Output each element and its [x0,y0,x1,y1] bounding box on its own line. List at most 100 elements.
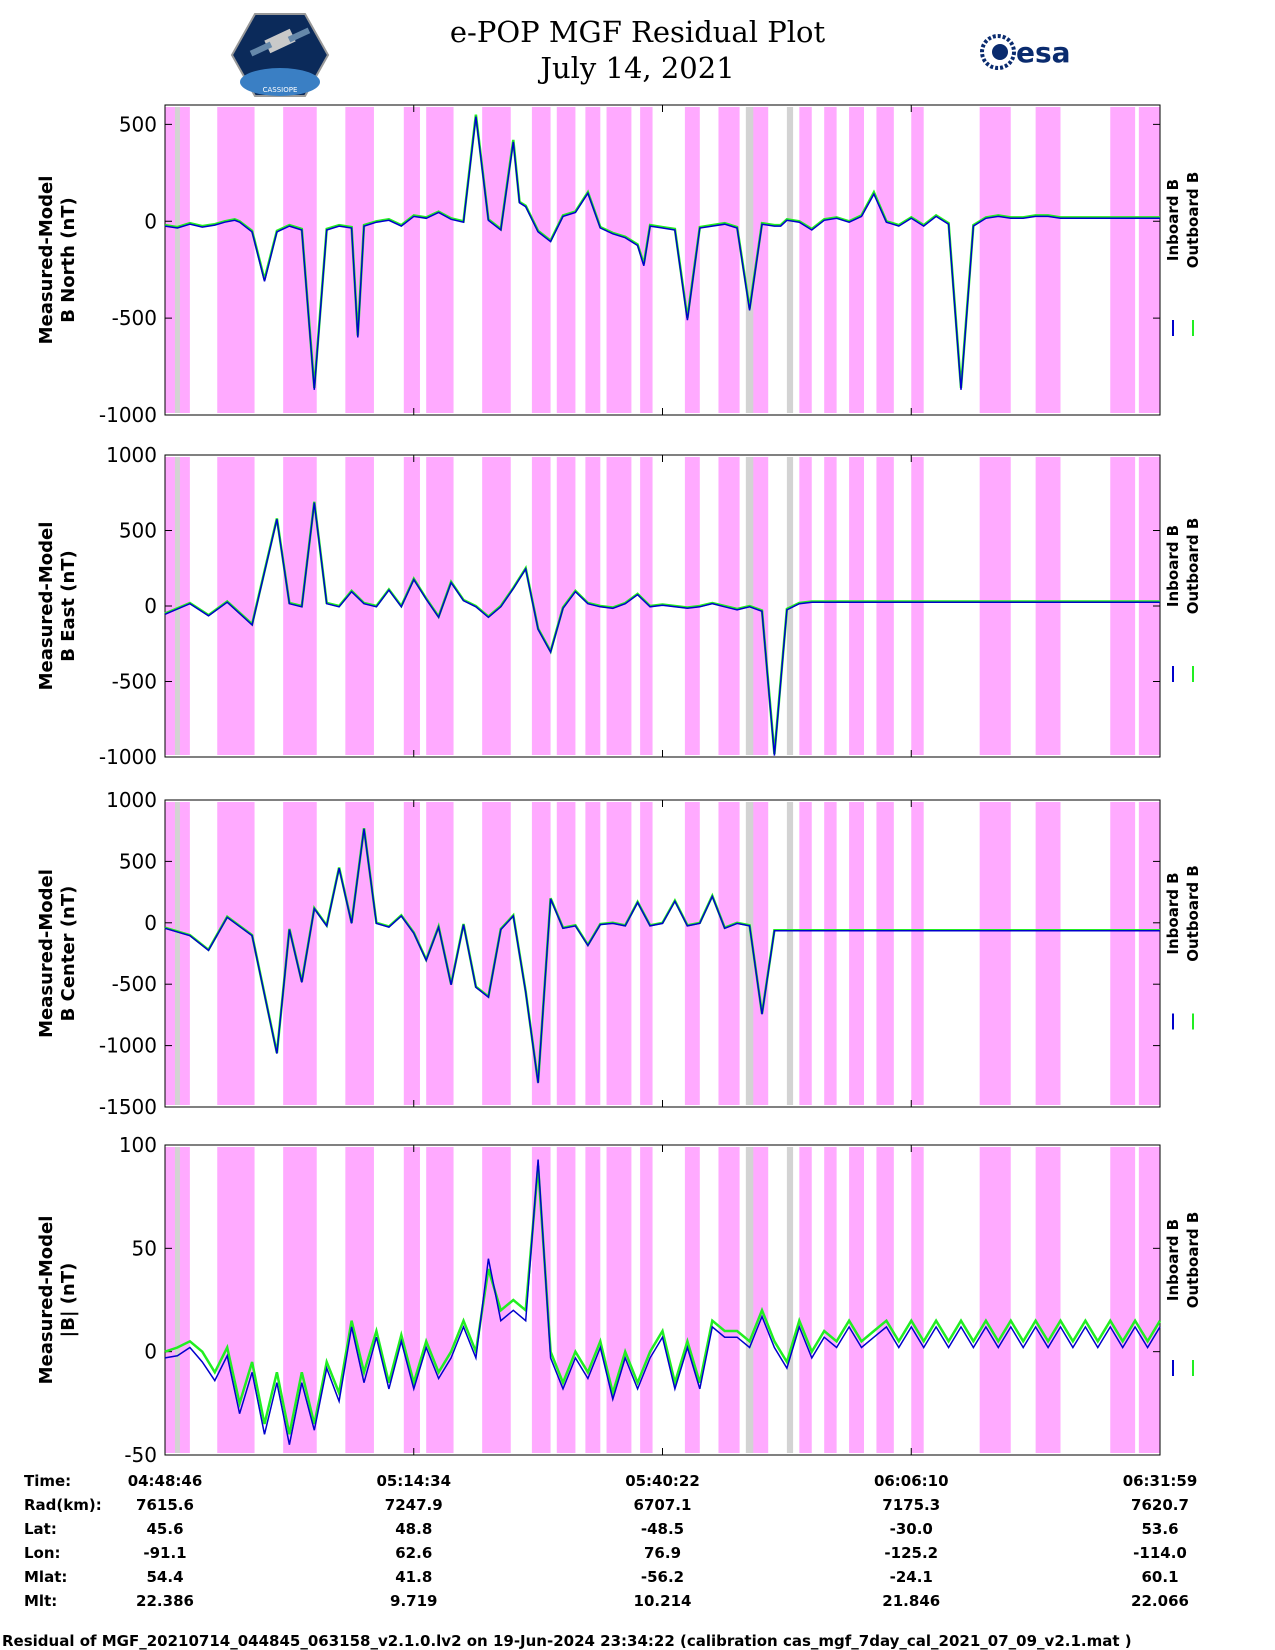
eclipse-band [718,1147,740,1453]
eclipse-band [684,1147,700,1453]
panel-2: 1000 500 0 -500 -1000 Measured-ModelB East (n… [36,443,1202,769]
info-value: -30.0 [889,1520,933,1538]
eclipse-band [426,107,454,413]
eclipse-band [979,107,1011,413]
eclipse-band [684,802,700,1105]
eclipse-band [718,802,740,1105]
info-value: 10.214 [633,1592,692,1610]
y-axis-label-line1: Measured-Model [36,869,57,1038]
eclipse-band [1138,107,1160,413]
eclipse-band [640,802,653,1105]
panel-4: 100 50 0 -50 Measured-Model|B| (nT) Inboard B… [36,1133,1202,1467]
eclipse-band [482,457,511,755]
eclipse-band [1035,802,1061,1105]
info-value: 04:48:46 [127,1472,203,1490]
eclipse-band [531,107,551,413]
eclipse-band [911,802,924,1105]
gray-band [786,1147,794,1453]
gray-band [786,107,794,413]
eclipse-band [1035,457,1061,755]
y-axis-label: Measured-ModelB East (nT) [36,522,79,691]
panel-3: 1000 500 0 -500 -1000 -1500 Measured-ModelB Ce… [36,788,1202,1119]
y-tick-label: 500 [119,112,157,136]
gray-band [745,802,754,1105]
panel-1: 500 0 -500 -1000 Measured-ModelB North (nT) I… [36,104,1202,427]
info-value: 22.066 [1131,1592,1189,1610]
y-tick-label: 0 [144,1340,157,1364]
eclipse-band [1110,802,1136,1105]
eclipse-band [556,107,576,413]
series-outboard [164,1165,1162,1435]
eclipse-band [482,107,511,413]
eclipse-band [345,1147,374,1453]
info-row-label: Rad(km): [24,1496,102,1514]
figure-title: e-POP MGF Residual Plot July 14, 2021 [0,14,1275,86]
eclipse-band [718,107,740,413]
info-value: 7615.6 [136,1496,194,1514]
info-value: -91.1 [143,1544,187,1562]
legend-inboard-label: Inboard B [1164,872,1182,954]
eclipse-band [556,802,576,1105]
info-value: -24.1 [889,1568,933,1586]
eclipse-band [345,107,374,413]
eclipse-band [849,1147,864,1453]
info-value: 06:31:59 [1122,1472,1198,1490]
eclipse-band [345,457,374,755]
eclipse-band [585,1147,601,1453]
eclipse-band [531,457,551,755]
y-axis-label-line2: B Center (nT) [58,886,79,1022]
legend-outboard-label: Outboard B [1184,865,1202,962]
eclipse-band [556,1147,576,1453]
eclipse-band [585,457,601,755]
eclipse-band [1138,457,1160,755]
y-tick-label: 500 [119,519,157,543]
info-value: 05:40:22 [625,1472,700,1490]
info-value: -56.2 [640,1568,685,1586]
eclipse-band [849,457,864,755]
info-row-label: Lat: [24,1520,57,1538]
eclipse-band [585,802,601,1105]
y-tick-label: 100 [119,1133,157,1157]
info-value: 7247.9 [384,1496,443,1514]
gray-band [174,1147,180,1453]
y-tick-label: -500 [112,670,157,694]
eclipse-band [556,457,576,755]
eclipse-band [824,802,837,1105]
eclipse-band [911,1147,924,1453]
y-tick-label: 500 [119,849,157,873]
gray-band [174,457,180,755]
eclipse-band [217,457,255,755]
eclipse-band [799,457,812,755]
eclipse-band [585,107,601,413]
y-axis-label-line2: |B| (nT) [58,1263,79,1338]
series-inboard [164,1159,1161,1445]
eclipse-band [752,1147,769,1453]
eclipse-band [752,457,769,755]
esa-logo: esa [980,34,1071,70]
y-tick-label: -1500 [99,1095,157,1119]
y-tick-label: 1000 [106,788,157,812]
info-value: 45.6 [146,1520,184,1538]
eclipse-band [403,802,420,1105]
eclipse-band [606,1147,632,1453]
eclipse-band [849,107,864,413]
info-value: 53.6 [1141,1520,1179,1538]
eclipse-band [849,802,864,1105]
gray-band [786,457,794,755]
cassiope-logo: CASSIOPE [230,13,330,97]
title-date: July 14, 2021 [540,51,735,85]
legend-inboard-label: Inboard B [1164,179,1182,261]
eclipse-band [1138,1147,1160,1453]
eclipse-band [403,457,420,755]
title-text: e-POP MGF Residual Plot [449,15,826,49]
gray-band [745,107,754,413]
eclipse-band [752,107,769,413]
y-axis-label-line2: B East (nT) [58,550,79,662]
legend-labels: Inboard B Outboard B [1164,865,1202,962]
info-value: 05:14:34 [376,1472,452,1490]
esa-logo-text: esa [1016,36,1071,69]
info-value: 60.1 [1141,1568,1179,1586]
y-axis-label: Measured-ModelB Center (nT) [36,869,79,1038]
info-row-label: Lon: [24,1544,61,1562]
legend-labels: Inboard B Outboard B [1164,1212,1202,1309]
